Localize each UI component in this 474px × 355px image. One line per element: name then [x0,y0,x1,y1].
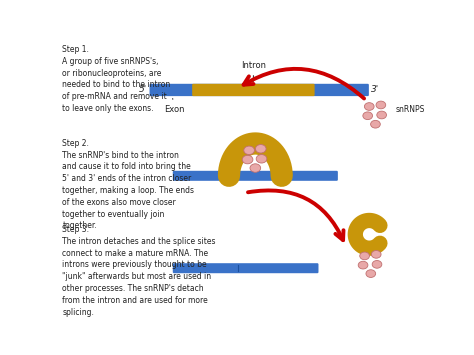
Text: Step 1.
A group of five snRNPS's,
or ribonucleoproteins, are
needed to bind to t: Step 1. A group of five snRNPS's, or rib… [63,45,171,113]
Text: Intron: Intron [241,61,266,81]
FancyBboxPatch shape [149,84,369,96]
FancyBboxPatch shape [192,84,315,96]
Ellipse shape [366,270,375,278]
Ellipse shape [242,155,253,164]
Ellipse shape [244,146,255,154]
Text: Step 2.
The snRNP's bind to the intron
and cause it to fold into bring the
5' an: Step 2. The snRNP's bind to the intron a… [63,139,194,230]
Ellipse shape [250,164,261,172]
Ellipse shape [363,112,373,120]
Ellipse shape [376,101,386,109]
Ellipse shape [358,261,368,269]
Ellipse shape [365,103,374,110]
Ellipse shape [371,120,380,128]
Ellipse shape [377,111,386,119]
FancyBboxPatch shape [173,171,338,181]
Ellipse shape [372,261,382,268]
Text: snRNPS: snRNPS [396,105,425,114]
Text: 3': 3' [371,86,379,94]
Text: Step 3.
The intron detaches and the splice sites
connect to make a mature mRNA. : Step 3. The intron detaches and the spli… [63,225,216,317]
Ellipse shape [255,144,266,153]
Text: Exon: Exon [164,98,184,114]
Text: 5': 5' [138,86,147,94]
Ellipse shape [360,252,369,260]
FancyBboxPatch shape [173,263,319,273]
Ellipse shape [372,251,381,258]
Ellipse shape [256,154,267,163]
